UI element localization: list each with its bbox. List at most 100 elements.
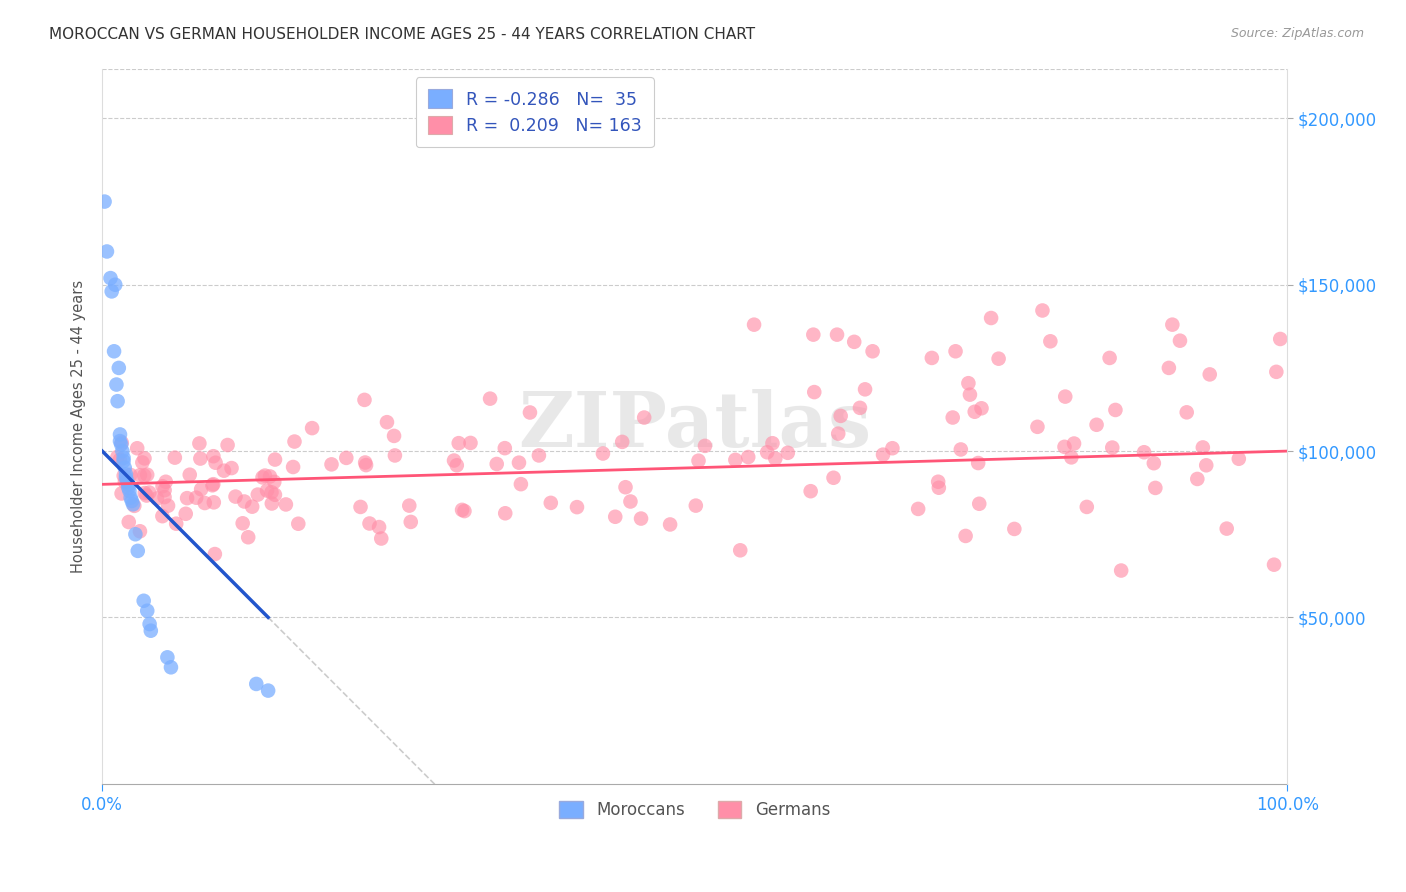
Point [485, 457, 508, 471]
Point [150, 509, 173, 524]
Point [110, 486, 132, 500]
Text: Source: ZipAtlas.com: Source: ZipAtlas.com [1230, 27, 1364, 40]
Point [1157, 360, 1180, 375]
Point [1227, 451, 1250, 466]
Point [221, 461, 243, 475]
Point [176, 491, 198, 505]
Point [862, 344, 884, 359]
Point [659, 517, 682, 532]
Point [540, 496, 562, 510]
Point [118, 483, 141, 498]
Point [132, 594, 155, 608]
Point [264, 452, 287, 467]
Point [447, 436, 470, 450]
Point [724, 453, 747, 467]
Point [104, 277, 127, 292]
Point [872, 448, 894, 462]
Point [263, 475, 285, 489]
Point [134, 486, 156, 500]
Point [252, 470, 274, 484]
Point [202, 477, 225, 491]
Point [354, 456, 377, 470]
Point [353, 392, 375, 407]
Point [921, 351, 943, 365]
Point [479, 392, 502, 406]
Point [1270, 332, 1292, 346]
Point [756, 445, 779, 459]
Point [108, 453, 131, 467]
Point [259, 469, 281, 483]
Point [202, 449, 225, 463]
Point [111, 435, 134, 450]
Point [1063, 436, 1085, 450]
Point [136, 604, 159, 618]
Point [509, 477, 531, 491]
Point [136, 467, 159, 482]
Point [152, 479, 174, 493]
Point [283, 434, 305, 449]
Point [1168, 334, 1191, 348]
Point [763, 451, 786, 466]
Point [127, 442, 149, 456]
Point [443, 453, 465, 467]
Point [1187, 472, 1209, 486]
Point [129, 468, 152, 483]
Point [1263, 558, 1285, 572]
Point [153, 483, 176, 498]
Point [186, 491, 208, 505]
Point [138, 485, 160, 500]
Point [117, 477, 139, 491]
Point [800, 484, 823, 499]
Point [882, 441, 904, 455]
Point [287, 516, 309, 531]
Point [321, 458, 343, 472]
Point [633, 410, 655, 425]
Point [761, 436, 783, 450]
Point [942, 410, 965, 425]
Point [190, 483, 212, 497]
Point [742, 318, 765, 332]
Point [1026, 420, 1049, 434]
Point [612, 434, 634, 449]
Point [134, 451, 156, 466]
Point [122, 497, 145, 511]
Point [959, 387, 981, 401]
Point [1098, 351, 1121, 365]
Point [225, 490, 247, 504]
Point [139, 624, 162, 638]
Y-axis label: Householder Income Ages 25 - 44 years: Householder Income Ages 25 - 44 years [72, 279, 86, 573]
Point [245, 677, 267, 691]
Point [155, 475, 177, 489]
Point [160, 660, 183, 674]
Point [803, 385, 825, 400]
Point [281, 460, 304, 475]
Point [112, 454, 135, 468]
Point [256, 483, 278, 498]
Point [120, 467, 142, 482]
Point [359, 516, 381, 531]
Point [823, 471, 845, 485]
Point [853, 382, 876, 396]
Point [260, 496, 283, 510]
Point [1109, 564, 1132, 578]
Point [825, 327, 848, 342]
Point [1161, 318, 1184, 332]
Point [619, 494, 641, 508]
Point [157, 499, 180, 513]
Point [105, 377, 128, 392]
Point [134, 468, 156, 483]
Point [451, 503, 474, 517]
Point [335, 450, 357, 465]
Point [565, 500, 588, 515]
Point [349, 500, 371, 514]
Point [967, 497, 990, 511]
Point [212, 464, 235, 478]
Point [970, 401, 993, 416]
Point [446, 458, 468, 473]
Point [194, 496, 217, 510]
Point [927, 475, 949, 489]
Point [1060, 450, 1083, 465]
Point [1143, 456, 1166, 470]
Point [1085, 417, 1108, 432]
Point [688, 453, 710, 467]
